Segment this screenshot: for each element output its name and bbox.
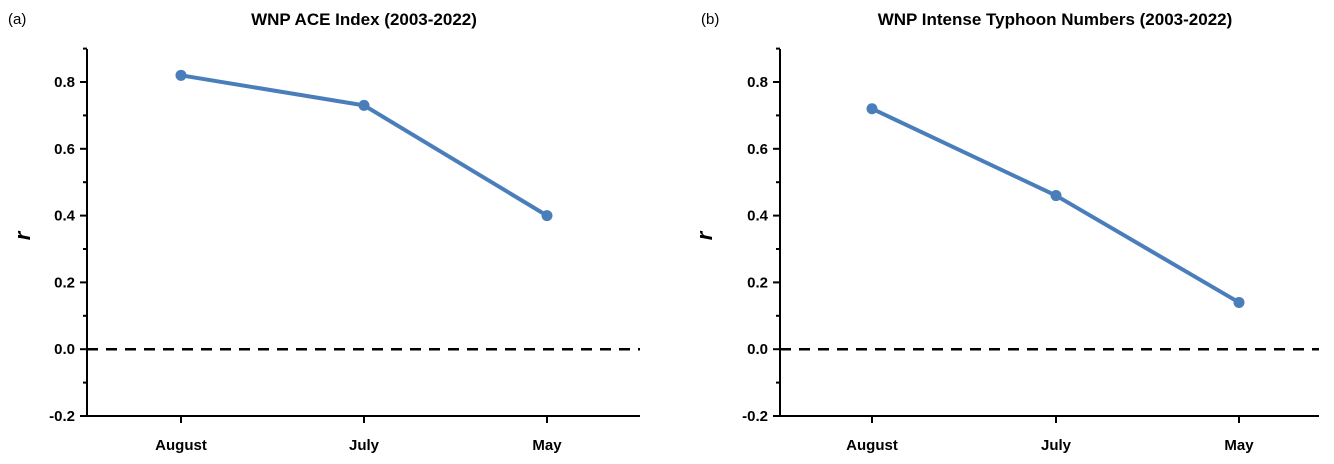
panel-label: (b) (701, 11, 719, 28)
data-point (358, 99, 370, 111)
y-tick-label: -0.2 (742, 408, 768, 425)
y-axis-label: r (692, 230, 717, 240)
panel-label: (a) (8, 11, 26, 28)
series-line (870, 106, 1241, 305)
y-axis-label: r (10, 230, 35, 240)
x-tick-label: August (846, 437, 898, 454)
data-point (541, 210, 553, 222)
y-tick-label: 0.6 (54, 141, 75, 158)
y-tick-label: 0.8 (54, 74, 75, 91)
data-point (175, 69, 187, 81)
plot-area: -0.2 0.0 0.2 0.4 0.6 0.8 August July May (742, 47, 1319, 454)
y-tick-label: 0.4 (54, 208, 76, 225)
plot-area: -0.2 0.0 0.2 0.4 0.6 0.8 August July May (49, 47, 640, 454)
x-tick-label: July (349, 437, 380, 454)
chart-panel-b: (b) WNP Intense Typhoon Numbers (2003-20… (667, 0, 1334, 459)
x-tick-label: May (532, 437, 562, 454)
y-tick-label: 0.2 (747, 274, 768, 291)
y-tick-label: 0.8 (747, 74, 768, 91)
y-tick-label: 0.6 (747, 141, 768, 158)
y-tick-label: -0.2 (49, 408, 75, 425)
chart-a: (a) WNP ACE Index (2003-2022) r -0.2 0.0 0… (8, 10, 640, 454)
y-tick-label: 0.2 (54, 274, 75, 291)
chart-title: WNP Intense Typhoon Numbers (2003-2022) (878, 10, 1233, 29)
y-tick-label: 0.0 (54, 341, 75, 358)
series-line (179, 73, 549, 218)
x-tick-label: May (1224, 437, 1254, 454)
y-tick-label: 0.4 (747, 208, 769, 225)
data-point (866, 103, 878, 115)
chart-b: (b) WNP Intense Typhoon Numbers (2003-20… (692, 10, 1319, 454)
y-tick-label: 0.0 (747, 341, 768, 358)
data-point (1233, 296, 1245, 308)
x-tick-label: August (155, 437, 207, 454)
x-tick-label: July (1041, 437, 1072, 454)
data-point (1050, 190, 1062, 202)
chart-title: WNP ACE Index (2003-2022) (251, 10, 477, 29)
chart-panel-a: (a) WNP ACE Index (2003-2022) r -0.2 0.0 0… (0, 0, 667, 459)
